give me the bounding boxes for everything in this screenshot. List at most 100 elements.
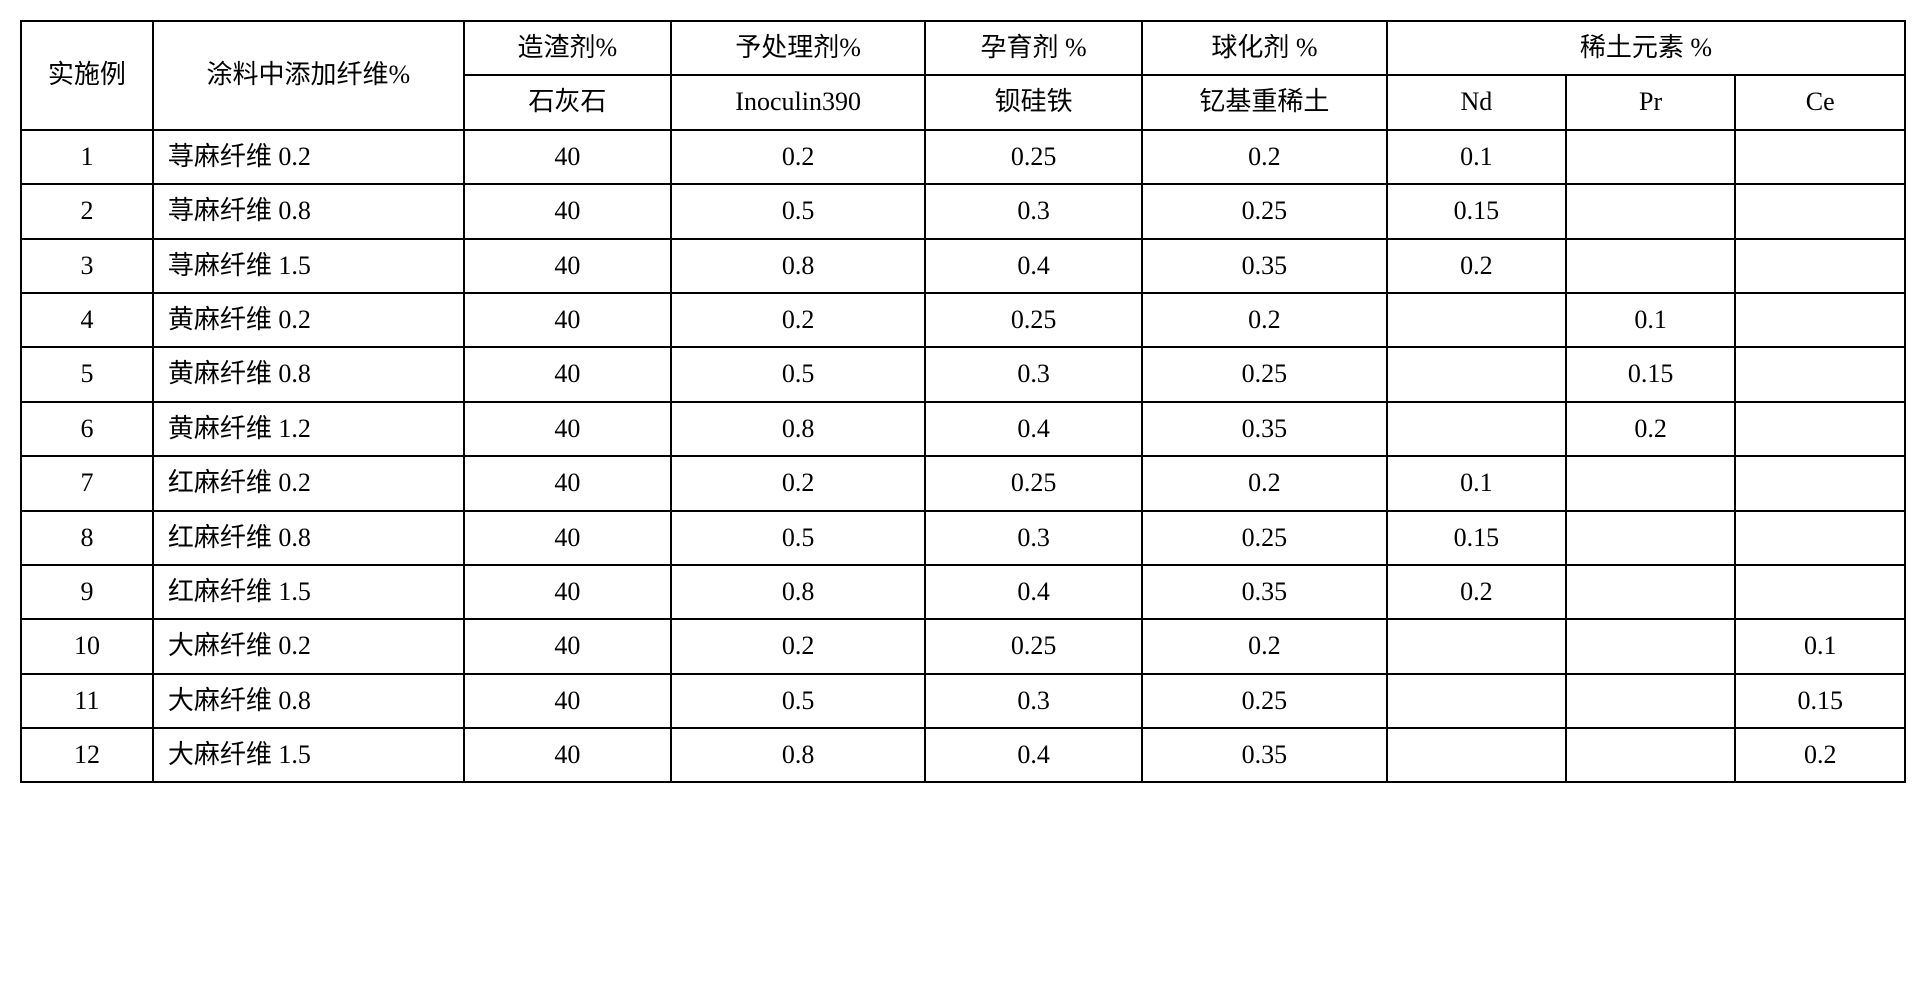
cell-pr: 0.15 bbox=[1566, 347, 1736, 401]
cell-example: 2 bbox=[21, 184, 153, 238]
cell-fiber: 大麻纤维 1.5 bbox=[153, 728, 464, 782]
cell-nd: 0.15 bbox=[1387, 184, 1566, 238]
cell-fiber: 荨麻纤维 0.2 bbox=[153, 130, 464, 184]
cell-ce: 0.15 bbox=[1735, 674, 1905, 728]
cell-spheroid: 0.35 bbox=[1142, 402, 1387, 456]
cell-spheroid: 0.25 bbox=[1142, 511, 1387, 565]
cell-spheroid: 0.25 bbox=[1142, 674, 1387, 728]
cell-ce bbox=[1735, 456, 1905, 510]
cell-example: 7 bbox=[21, 456, 153, 510]
cell-pretreat: 0.5 bbox=[671, 511, 925, 565]
cell-slag: 40 bbox=[464, 674, 671, 728]
cell-pr bbox=[1566, 674, 1736, 728]
header-row-1: 实施例 涂料中添加纤维% 造渣剂% 予处理剂% 孕育剂 % 球化剂 % 稀土元素… bbox=[21, 21, 1905, 75]
cell-spheroid: 0.2 bbox=[1142, 130, 1387, 184]
cell-nd bbox=[1387, 347, 1566, 401]
table-row: 10大麻纤维 0.2400.20.250.20.1 bbox=[21, 619, 1905, 673]
cell-slag: 40 bbox=[464, 456, 671, 510]
cell-pr bbox=[1566, 728, 1736, 782]
cell-pr bbox=[1566, 565, 1736, 619]
cell-pretreat: 0.5 bbox=[671, 347, 925, 401]
cell-pr bbox=[1566, 511, 1736, 565]
sub-slag: 石灰石 bbox=[464, 75, 671, 129]
cell-slag: 40 bbox=[464, 565, 671, 619]
cell-spheroid: 0.2 bbox=[1142, 619, 1387, 673]
cell-pretreat: 0.2 bbox=[671, 619, 925, 673]
table-row: 6黄麻纤维 1.2400.80.40.350.2 bbox=[21, 402, 1905, 456]
cell-pretreat: 0.2 bbox=[671, 293, 925, 347]
cell-fiber: 黄麻纤维 0.2 bbox=[153, 293, 464, 347]
cell-example: 6 bbox=[21, 402, 153, 456]
cell-ce bbox=[1735, 511, 1905, 565]
cell-ce bbox=[1735, 130, 1905, 184]
cell-spheroid: 0.2 bbox=[1142, 293, 1387, 347]
cell-pretreat: 0.2 bbox=[671, 130, 925, 184]
cell-slag: 40 bbox=[464, 130, 671, 184]
data-table: 实施例 涂料中添加纤维% 造渣剂% 予处理剂% 孕育剂 % 球化剂 % 稀土元素… bbox=[20, 20, 1906, 783]
cell-fiber: 红麻纤维 1.5 bbox=[153, 565, 464, 619]
cell-ce bbox=[1735, 347, 1905, 401]
cell-pretreat: 0.8 bbox=[671, 402, 925, 456]
cell-pretreat: 0.5 bbox=[671, 184, 925, 238]
cell-ce: 0.2 bbox=[1735, 728, 1905, 782]
cell-slag: 40 bbox=[464, 347, 671, 401]
cell-pr bbox=[1566, 239, 1736, 293]
sub-nd: Nd bbox=[1387, 75, 1566, 129]
table-row: 9红麻纤维 1.5400.80.40.350.2 bbox=[21, 565, 1905, 619]
cell-inoculant: 0.3 bbox=[925, 347, 1142, 401]
table-body: 1荨麻纤维 0.2400.20.250.20.12荨麻纤维 0.8400.50.… bbox=[21, 130, 1905, 783]
cell-pretreat: 0.8 bbox=[671, 728, 925, 782]
table-row: 12大麻纤维 1.5400.80.40.35 0.2 bbox=[21, 728, 1905, 782]
sub-ce: Ce bbox=[1735, 75, 1905, 129]
cell-ce bbox=[1735, 565, 1905, 619]
table-row: 11大麻纤维 0.8400.50.30.250.15 bbox=[21, 674, 1905, 728]
cell-nd: 0.1 bbox=[1387, 130, 1566, 184]
cell-inoculant: 0.4 bbox=[925, 728, 1142, 782]
cell-fiber: 大麻纤维 0.2 bbox=[153, 619, 464, 673]
sub-inoc: 钡硅铁 bbox=[925, 75, 1142, 129]
cell-ce bbox=[1735, 402, 1905, 456]
cell-nd: 0.2 bbox=[1387, 565, 1566, 619]
cell-slag: 40 bbox=[464, 184, 671, 238]
cell-pretreat: 0.8 bbox=[671, 565, 925, 619]
col-rare-earth: 稀土元素 % bbox=[1387, 21, 1905, 75]
table-row: 8红麻纤维 0.8400.50.30.250.15 bbox=[21, 511, 1905, 565]
col-pretreat: 予处理剂% bbox=[671, 21, 925, 75]
cell-nd: 0.2 bbox=[1387, 239, 1566, 293]
cell-example: 9 bbox=[21, 565, 153, 619]
col-example: 实施例 bbox=[21, 21, 153, 130]
cell-example: 5 bbox=[21, 347, 153, 401]
cell-inoculant: 0.4 bbox=[925, 239, 1142, 293]
cell-inoculant: 0.3 bbox=[925, 674, 1142, 728]
sub-pr: Pr bbox=[1566, 75, 1736, 129]
cell-fiber: 红麻纤维 0.2 bbox=[153, 456, 464, 510]
table-row: 4黄麻纤维 0.2400.20.250.20.1 bbox=[21, 293, 1905, 347]
cell-slag: 40 bbox=[464, 511, 671, 565]
cell-pretreat: 0.8 bbox=[671, 239, 925, 293]
cell-example: 8 bbox=[21, 511, 153, 565]
cell-example: 11 bbox=[21, 674, 153, 728]
cell-inoculant: 0.25 bbox=[925, 456, 1142, 510]
table-row: 3荨麻纤维 1.5400.80.40.350.2 bbox=[21, 239, 1905, 293]
cell-example: 4 bbox=[21, 293, 153, 347]
cell-example: 12 bbox=[21, 728, 153, 782]
col-fiber: 涂料中添加纤维% bbox=[153, 21, 464, 130]
cell-inoculant: 0.4 bbox=[925, 565, 1142, 619]
cell-pretreat: 0.2 bbox=[671, 456, 925, 510]
cell-spheroid: 0.35 bbox=[1142, 565, 1387, 619]
cell-pr bbox=[1566, 184, 1736, 238]
cell-inoculant: 0.4 bbox=[925, 402, 1142, 456]
cell-pr bbox=[1566, 456, 1736, 510]
cell-spheroid: 0.35 bbox=[1142, 239, 1387, 293]
cell-slag: 40 bbox=[464, 728, 671, 782]
cell-inoculant: 0.25 bbox=[925, 293, 1142, 347]
cell-nd bbox=[1387, 619, 1566, 673]
cell-ce: 0.1 bbox=[1735, 619, 1905, 673]
cell-fiber: 大麻纤维 0.8 bbox=[153, 674, 464, 728]
cell-slag: 40 bbox=[464, 239, 671, 293]
cell-fiber: 荨麻纤维 1.5 bbox=[153, 239, 464, 293]
col-slag: 造渣剂% bbox=[464, 21, 671, 75]
cell-example: 1 bbox=[21, 130, 153, 184]
cell-fiber: 黄麻纤维 1.2 bbox=[153, 402, 464, 456]
cell-spheroid: 0.35 bbox=[1142, 728, 1387, 782]
